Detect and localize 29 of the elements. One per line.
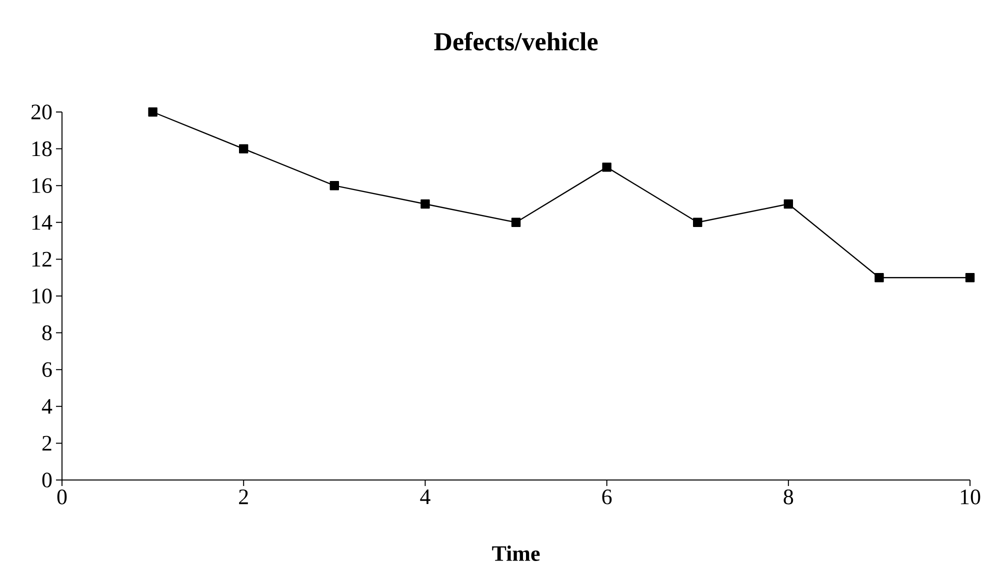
y-tick-label: 20: [31, 104, 52, 120]
y-tick-label: 0: [42, 472, 52, 488]
x-tick-label: 2: [239, 490, 248, 504]
point: [693, 218, 702, 227]
y-tick-label: 14: [32, 215, 52, 230]
y-tick-label: 4: [42, 399, 52, 414]
x-tick-label: 6: [602, 490, 612, 504]
y-tick-label: 10: [32, 288, 52, 304]
x-tick-label: 8: [784, 490, 794, 504]
y-tick-label: 12: [32, 252, 52, 266]
x-axis-title: Time: [492, 546, 540, 561]
x-tick-label: 10: [960, 490, 980, 504]
y-tick-label: 16: [32, 178, 52, 193]
point: [874, 273, 884, 282]
point: [420, 199, 430, 209]
point: [148, 107, 158, 117]
y-tick-label: 8: [42, 325, 52, 340]
point: [602, 162, 612, 172]
x-tick-label: 0: [57, 490, 67, 504]
y-tick-label: 2: [42, 436, 52, 450]
point: [965, 273, 975, 282]
y-tick-label: 6: [42, 362, 52, 377]
point: [784, 199, 794, 209]
y-tick-label: 18: [32, 141, 52, 156]
point: [330, 181, 339, 190]
x-tick-label: 4: [420, 490, 430, 504]
point: [239, 144, 248, 154]
chart-title: Defects/vehicle: [434, 32, 598, 50]
point: [511, 218, 521, 227]
